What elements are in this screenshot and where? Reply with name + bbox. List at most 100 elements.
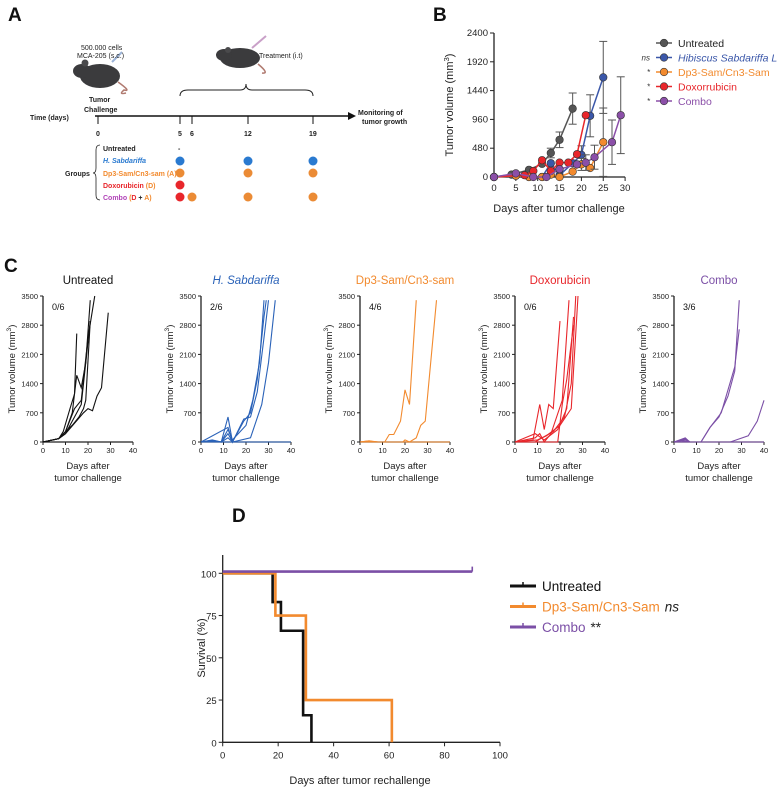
y-axis-label-text: Tumor volume (mm — [479, 331, 490, 413]
data-point — [599, 73, 608, 82]
y-tick-label: 2100 — [179, 350, 196, 359]
y-tick-label: 75 — [206, 612, 217, 623]
group-dp3-suffix: (A) — [167, 171, 177, 178]
y-tick-label: 960 — [472, 114, 488, 125]
y-tick-label: 3500 — [652, 292, 669, 301]
y-axis-label-text: Tumor volume (mm — [444, 62, 456, 157]
individual-curve — [514, 300, 570, 443]
treatment-brace — [179, 83, 314, 97]
x-tick-label: 10 — [532, 183, 543, 194]
legend-item: Combo ** — [510, 620, 602, 635]
y-tick-label: 2100 — [652, 350, 669, 359]
y-tick-label: 3500 — [338, 292, 355, 301]
group-dp3-name: Dp3-Sam/Cn3-sam — [103, 171, 165, 178]
cells-text: 500.000 cells — [81, 45, 123, 52]
x-tick-label: 0 — [199, 446, 203, 455]
data-point — [537, 156, 547, 165]
dose-dot — [308, 192, 318, 202]
panel-label-a: A — [8, 5, 22, 26]
x-tick-label: 0 — [672, 446, 676, 455]
y-tick-label: 2100 — [338, 350, 355, 359]
group-doxo: Doxorubicin (D) — [103, 183, 156, 190]
x-tick-label: 20 — [84, 446, 92, 455]
individual-curve — [673, 329, 740, 443]
y-tick-label: 2800 — [493, 321, 510, 330]
x-axis-label: Days after — [697, 461, 740, 472]
dose-dot — [308, 156, 318, 166]
subplot-3: 0 10 20 30 40 0 700 1400 2100 2800 3500Dp3-Sam/Cn3… — [323, 275, 454, 484]
y-tick-label: 2100 — [493, 350, 510, 359]
data-point — [581, 111, 590, 120]
significance-label: * — [647, 97, 651, 106]
x-axis-label: Days after — [538, 461, 581, 472]
time-label: Time (days) — [30, 115, 69, 122]
legend-item: Untreated — [510, 579, 601, 594]
legend-item: Untreated — [656, 38, 724, 50]
y-axis-label: Tumor volume (mm3) — [164, 325, 176, 414]
legend-marker — [659, 67, 669, 77]
data-point — [599, 138, 608, 147]
y-tick-label: 700 — [342, 409, 355, 418]
significance-label: ** — [591, 620, 602, 635]
cells-route-text: MCA-205 (s.c.) — [77, 53, 124, 60]
individual-curve — [673, 400, 765, 443]
day-label: 12 — [244, 131, 252, 138]
legend-item: * Dp3-Sam/Cn3-Sam — [647, 67, 770, 79]
legend-label: Untreated — [678, 38, 724, 50]
legend-label: Hibiscus Sabdariffa L. — [678, 53, 777, 65]
x-tick-label: 40 — [446, 446, 454, 455]
individual-curve — [42, 312, 109, 443]
x-tick-label: 10 — [61, 446, 69, 455]
mouse-icon — [73, 51, 128, 95]
y-tick-label: 700 — [656, 409, 669, 418]
y-axis-label-text: Tumor volume (mm — [165, 331, 176, 413]
timeline-ticks — [97, 116, 314, 124]
y-tick-label: 0 — [192, 438, 196, 447]
y-tick-label: 3500 — [493, 292, 510, 301]
paren: ) — [149, 195, 151, 202]
x-tick-label: 10 — [692, 446, 700, 455]
y-axis-label-text: Tumor volume (mm — [324, 331, 335, 413]
subplot-title: Doxorubicin — [530, 275, 591, 287]
individual-curve — [514, 320, 561, 443]
x-tick-label: 10 — [219, 446, 227, 455]
y-tick-label: 0 — [483, 172, 488, 183]
y-tick-label: 1400 — [493, 380, 510, 389]
individual-curve — [200, 300, 265, 443]
tumor-challenge-text-2: Challenge — [84, 107, 118, 114]
x-tick-label: 30 — [264, 446, 272, 455]
individual-curve — [359, 300, 438, 443]
dose-dot — [243, 192, 253, 202]
data-point — [555, 135, 564, 144]
y-axis-label: Survival (%) — [196, 618, 208, 677]
x-tick-label: 80 — [439, 750, 450, 761]
subplot-title: Dp3-Sam/Cn3-sam — [356, 275, 454, 287]
data-point — [568, 104, 577, 113]
x-tick-label: 0 — [491, 183, 496, 194]
y-tick-label: 2800 — [21, 321, 38, 330]
y-axis-label-sup: 3 — [478, 327, 485, 331]
data-point — [489, 172, 499, 182]
x-axis-label: Days after — [383, 461, 426, 472]
y-tick-label: 100 — [201, 569, 217, 580]
data-point — [546, 159, 555, 168]
data-point — [555, 172, 564, 182]
x-axis-label: Days after tumor rechallenge — [289, 775, 430, 787]
y-tick-label: 1400 — [179, 380, 196, 389]
y-tick-label: 25 — [206, 696, 217, 707]
subplot-title: H. Sabdariffa — [212, 275, 279, 287]
y-tick-label: 1400 — [652, 380, 669, 389]
data-point — [568, 167, 577, 176]
y-axis-label: Tumor volume (mm3) — [442, 54, 456, 157]
x-tick-label: 5 — [513, 183, 518, 194]
panel-label-d: D — [232, 506, 246, 527]
x-tick-label: 30 — [106, 446, 114, 455]
group-untreated: Untreated — [103, 146, 136, 153]
x-axis-label: tumor challenge — [212, 473, 280, 484]
y-axis-label-text: Tumor volume (mm — [638, 331, 649, 413]
data-point — [546, 148, 555, 158]
y-tick-label: 1400 — [21, 380, 38, 389]
x-tick-label: 100 — [492, 750, 508, 761]
individual-curve — [515, 325, 575, 443]
y-tick-label: 2800 — [652, 321, 669, 330]
